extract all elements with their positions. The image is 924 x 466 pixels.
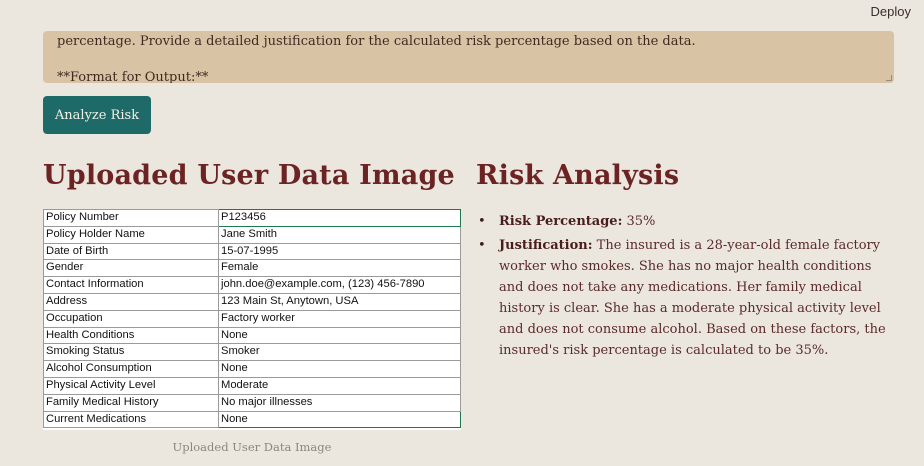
table-row: Smoking Status Smoker — [43, 343, 461, 362]
field-value: 15-07-1995 — [218, 242, 461, 261]
resize-grip-icon[interactable] — [886, 75, 892, 81]
field-label: Address — [43, 292, 219, 311]
field-value: Moderate — [218, 376, 461, 395]
field-value: P123456 — [218, 209, 461, 227]
field-label: Family Medical History — [43, 393, 219, 412]
user-data-table: Policy Number P123456 Policy Holder Name Ja… — [43, 209, 461, 429]
prompt-line-1: percentage. Provide a detailed justifica… — [57, 34, 696, 49]
table-row: Gender Female — [43, 259, 461, 278]
field-value: No major illnesses — [218, 393, 461, 412]
table-row: Current Medications None — [43, 410, 461, 429]
field-label: Health Conditions — [43, 326, 219, 345]
table-row: Alcohol Consumption None — [43, 360, 461, 378]
table-row: Family Medical History No major illnesses — [43, 393, 461, 412]
field-value: None — [218, 360, 461, 378]
field-value: None — [218, 326, 461, 345]
deploy-button[interactable]: Deploy — [870, 4, 911, 19]
field-label: Occupation — [43, 309, 219, 328]
field-label: Physical Activity Level — [43, 376, 219, 395]
table-row: Address 123 Main St, Anytown, USA — [43, 292, 461, 311]
field-label: Alcohol Consumption — [43, 360, 219, 378]
justification-item: Justification: The insured is a 28-year-… — [477, 235, 895, 361]
field-label: Policy Holder Name — [43, 225, 219, 244]
risk-analysis-title: Risk Analysis — [476, 160, 680, 191]
field-label: Gender — [43, 259, 219, 278]
field-value: Female — [218, 259, 461, 278]
field-label: Policy Number — [43, 209, 219, 227]
field-value: 123 Main St, Anytown, USA — [218, 292, 461, 311]
prompt-textarea[interactable]: percentage. Provide a detailed justifica… — [43, 31, 894, 83]
table-row: Health Conditions None — [43, 326, 461, 345]
prompt-line-2: **Format for Output:** — [57, 70, 209, 83]
table-row: Policy Number P123456 — [43, 209, 461, 227]
user-data-image: Policy Number P123456 Policy Holder Name Ja… — [43, 209, 461, 430]
table-row: Occupation Factory worker — [43, 309, 461, 328]
field-value: Jane Smith — [218, 225, 461, 244]
risk-percentage-label: Risk Percentage: — [499, 214, 623, 229]
risk-percentage-value: 35% — [622, 214, 656, 229]
table-row: Policy Holder Name Jane Smith — [43, 225, 461, 244]
justification-label: Justification: — [499, 238, 593, 253]
table-row: Contact Information john.doe@example.com,… — [43, 276, 461, 294]
justification-text: The insured is a 28-year-old female fact… — [499, 238, 886, 358]
field-label: Current Medications — [43, 410, 219, 429]
field-label: Date of Birth — [43, 242, 219, 261]
table-row: Date of Birth 15-07-1995 — [43, 242, 461, 261]
field-value: john.doe@example.com, (123) 456-7890 — [218, 276, 461, 294]
analyze-risk-button[interactable]: Analyze Risk — [43, 96, 151, 134]
field-label: Smoking Status — [43, 343, 219, 362]
image-caption: Uploaded User Data Image — [172, 440, 332, 454]
uploaded-image-title: Uploaded User Data Image — [43, 160, 455, 191]
table-row: Physical Activity Level Moderate — [43, 376, 461, 395]
field-value: Factory worker — [218, 309, 461, 328]
field-label: Contact Information — [43, 276, 219, 294]
field-value: Smoker — [218, 343, 461, 362]
risk-analysis-list: Risk Percentage: 35% Justification: The … — [477, 211, 895, 364]
field-value: None — [218, 410, 461, 429]
risk-percentage-item: Risk Percentage: 35% — [477, 211, 895, 232]
